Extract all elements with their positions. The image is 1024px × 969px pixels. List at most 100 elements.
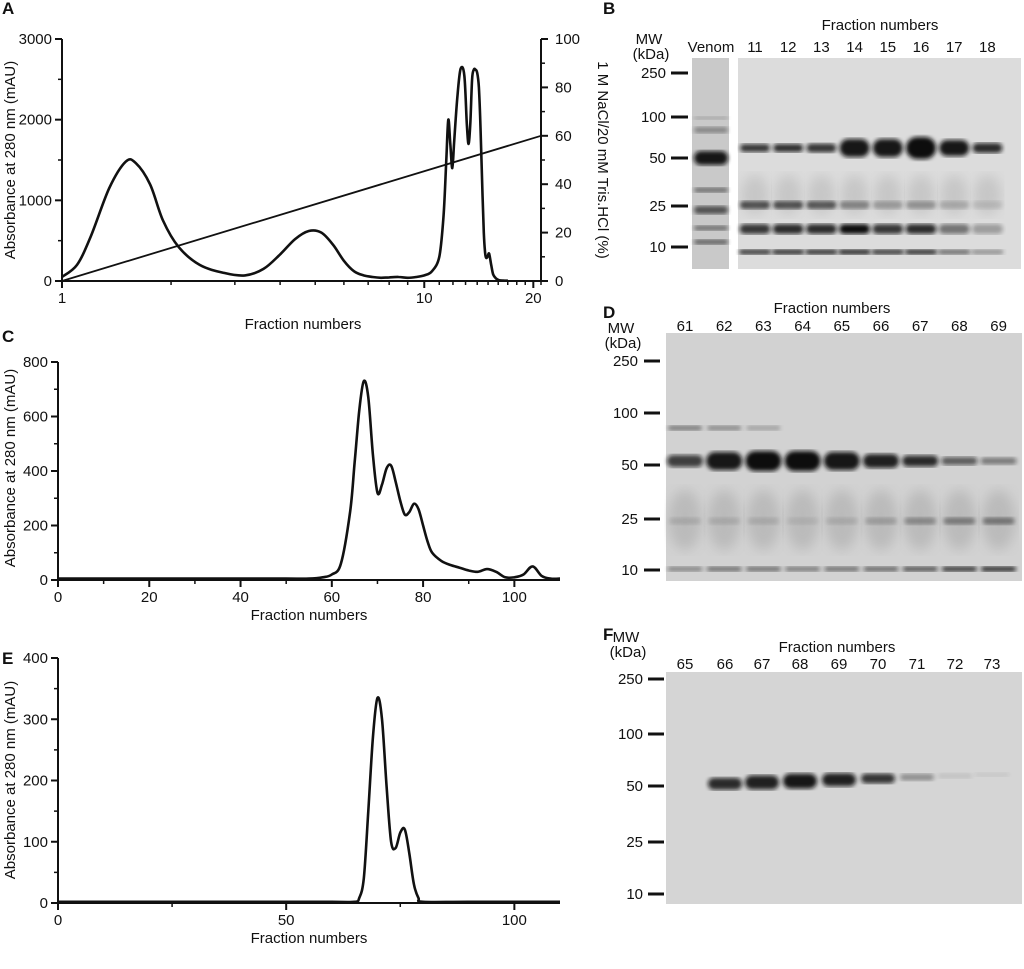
protein-band [824, 566, 860, 572]
protein-band [839, 224, 871, 234]
mw-marker-label: 25 [626, 834, 643, 851]
protein-band [943, 517, 976, 525]
protein-band [971, 249, 1004, 255]
protein-band [905, 224, 937, 234]
protein-band [981, 566, 1017, 572]
protein-band [772, 249, 805, 255]
panel-letter-d: D [603, 303, 615, 322]
gel-bands [667, 425, 1017, 572]
y-tick-label: 200 [23, 518, 48, 535]
lane-label: 64 [794, 318, 811, 335]
protein-band [907, 175, 935, 215]
lane-label: 12 [780, 39, 797, 56]
lane-label: 11 [747, 39, 763, 56]
protein-band [739, 224, 771, 234]
y-tick-label: 100 [23, 834, 48, 851]
protein-band [971, 224, 1003, 234]
protein-band [694, 127, 728, 133]
protein-band [902, 566, 938, 572]
lane-label: 18 [979, 39, 996, 56]
x-tick-label: 20 [525, 290, 542, 307]
protein-band [745, 566, 781, 572]
mw-label: MW (kDa) [605, 320, 642, 352]
protein-band [772, 224, 804, 234]
mw-marker-label: 100 [641, 109, 666, 126]
mw-label-line1: MW [636, 31, 663, 48]
lane-label: 68 [792, 656, 809, 673]
lane-label: 15 [879, 39, 896, 56]
mw-marker-label: 50 [649, 150, 666, 167]
mw-marker-label: 250 [618, 671, 643, 688]
y2-tick-label: 20 [555, 225, 572, 242]
protein-band [739, 249, 771, 255]
absorbance-trace [58, 695, 560, 904]
lane-label: 67 [912, 318, 929, 335]
mw-marker-label: 25 [621, 511, 638, 528]
mw-label: MW (kDa) [633, 31, 670, 63]
protein-band [774, 175, 803, 215]
protein-band [694, 116, 728, 120]
protein-band [783, 773, 817, 789]
gel-panel-d: Fraction numbers MW (kDa) 250 100 50 25 10 6… [605, 300, 1022, 581]
protein-band [863, 566, 899, 572]
absorbance-trace [61, 65, 508, 282]
lane-label: 68 [951, 318, 968, 335]
gel-bands [708, 772, 1009, 790]
protein-band [805, 224, 837, 234]
protein-band [980, 457, 1017, 465]
x-tick-label: 20 [141, 589, 158, 606]
protein-band [740, 144, 770, 152]
protein-band [861, 773, 895, 784]
y-tick-label: 400 [23, 650, 48, 667]
x-tick-label: 50 [278, 912, 295, 929]
protein-band [786, 517, 819, 525]
x-tick-label: 40 [232, 589, 249, 606]
protein-band [669, 517, 701, 525]
chart-panel-a: 0 1000 2000 3000 1 10 20 0 20 40 60 80 100 Fraction … [2, 31, 611, 333]
gel-main-image [738, 58, 1021, 269]
mw-marker-label: 10 [626, 886, 643, 903]
lane-label: 13 [813, 39, 830, 56]
protein-band [904, 517, 937, 525]
mw-marker-label: 10 [621, 562, 638, 579]
mw-label-line1: MW [613, 629, 640, 646]
protein-band [805, 249, 838, 255]
protein-band [785, 566, 821, 572]
protein-band [741, 175, 769, 215]
protein-band [865, 517, 897, 525]
protein-band [940, 175, 969, 215]
protein-band [706, 452, 743, 470]
protein-band [745, 451, 782, 471]
protein-band [941, 566, 977, 572]
protein-band [938, 249, 971, 255]
y2-tick-label: 0 [555, 273, 563, 290]
protein-band [825, 517, 858, 525]
protein-band [975, 772, 1009, 777]
lane-label: 63 [755, 318, 772, 335]
protein-band [872, 139, 903, 157]
lane-label: 69 [831, 656, 848, 673]
protein-band [706, 566, 742, 572]
panel-letter-a: A [2, 0, 14, 18]
protein-band [784, 451, 821, 471]
protein-band [939, 140, 970, 156]
mw-marker-label: 100 [613, 405, 638, 422]
mw-marker-label: 25 [649, 198, 666, 215]
mw-label-line2: (kDa) [633, 46, 670, 63]
lane-label: 65 [677, 656, 694, 673]
gel-header: Fraction numbers [822, 17, 939, 34]
protein-band [747, 517, 780, 525]
y-tick-label: 600 [23, 409, 48, 426]
y-axis-label: Absorbance at 280 nm (mAU) [2, 681, 19, 879]
chart-panel-c: 0 200 400 600 800 0 20 40 60 80 100 Fraction numbe… [2, 354, 561, 624]
y2-tick-label: 40 [555, 176, 572, 193]
protein-band [667, 566, 703, 572]
protein-band [807, 175, 836, 215]
y-axis-label: Absorbance at 280 nm (mAU) [2, 369, 19, 567]
y2-tick-label: 80 [555, 79, 572, 96]
protein-band [694, 225, 728, 231]
lane-label: 14 [846, 39, 863, 56]
mw-marker-label: 10 [649, 239, 666, 256]
protein-band [900, 773, 934, 781]
lane-label: 66 [873, 318, 890, 335]
